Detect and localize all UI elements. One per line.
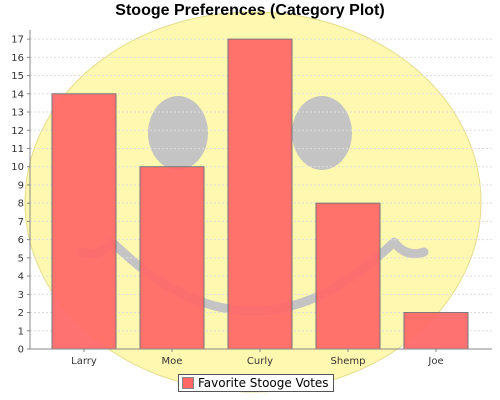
y-tick-label: 0: [18, 345, 24, 356]
legend: Favorite Stooge Votes: [178, 374, 334, 392]
bar: [403, 312, 469, 350]
y-tick-label: 13: [11, 108, 24, 119]
x-tick-label: Larry: [71, 356, 97, 367]
y-tick-label: 9: [18, 180, 24, 191]
smiley-right-eye: [292, 96, 352, 170]
bar: [315, 202, 381, 350]
y-tick-label: 6: [18, 235, 24, 246]
smiley-left-eye: [148, 96, 208, 170]
legend-label: Favorite Stooge Votes: [198, 376, 329, 390]
axes: [29, 30, 492, 350]
x-tick-label: Shemp: [331, 356, 366, 367]
y-tick-label: 8: [18, 199, 24, 210]
y-tick-label: 12: [11, 126, 24, 137]
y-tick-label: 11: [11, 144, 24, 155]
y-tick-label: 7: [18, 217, 24, 228]
y-tick-label: 2: [18, 308, 24, 319]
y-tick-label: 16: [11, 53, 24, 64]
y-tick-label: 4: [18, 272, 24, 283]
y-tick-label: 14: [11, 89, 24, 100]
x-tick-label: Moe: [162, 356, 183, 367]
x-tick-labels: Larry Moe Curly Shemp Joe: [71, 349, 444, 367]
y-tick-label: 10: [11, 162, 24, 173]
bar: [139, 166, 205, 350]
legend-swatch: [182, 377, 194, 389]
y-tick-label: 5: [18, 253, 24, 264]
y-tick-label: 3: [18, 290, 24, 301]
y-tick-label: 15: [11, 71, 24, 82]
y-tick-label: 1: [18, 326, 24, 337]
x-tick-label: Curly: [247, 356, 273, 367]
bar: [227, 38, 293, 350]
chart-title: Stooge Preferences (Category Plot): [115, 2, 385, 19]
y-tick-label: 17: [11, 35, 24, 46]
x-tick-label: Joe: [427, 356, 443, 367]
bar: [51, 93, 117, 350]
